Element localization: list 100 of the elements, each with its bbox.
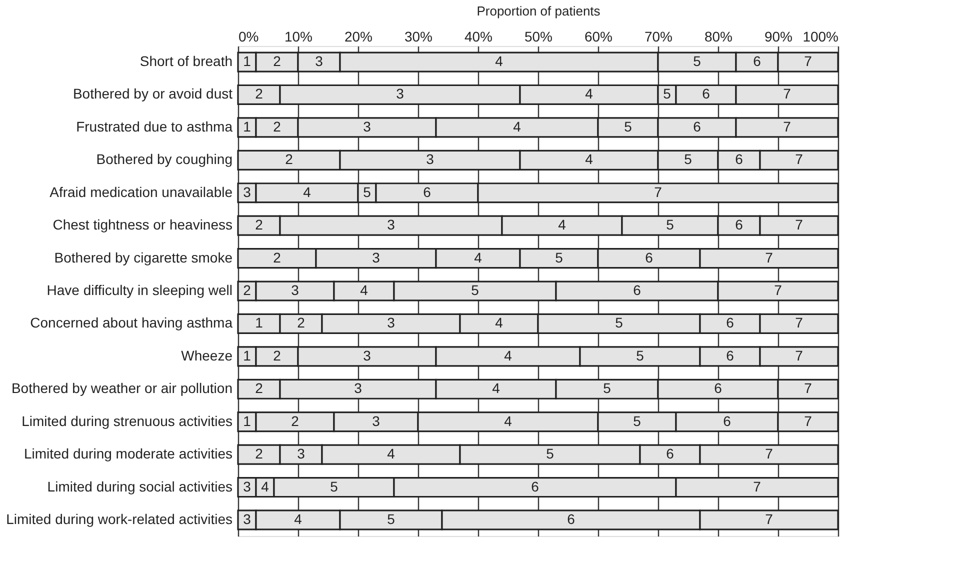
y-tick-label: Limited during moderate activities (24, 446, 232, 462)
text: 2 (285, 151, 293, 168)
y-tick-label: Have difficulty in sleeping well (46, 282, 232, 298)
text: 4 (387, 446, 395, 462)
y-tick-label: Bothered by cigarette smoke (54, 249, 233, 266)
text: 6 (645, 249, 653, 266)
x-tick-label: 70% (644, 28, 673, 44)
text: 6 (723, 412, 731, 429)
text: 4 (585, 86, 593, 102)
x-tick-label: 0% (238, 28, 259, 44)
text: 4 (303, 184, 311, 200)
y-tick-label: Afraid medication unavailable (50, 184, 233, 200)
text: 2 (255, 86, 263, 102)
y-tick-label: Bothered by weather or air pollution (11, 380, 232, 396)
text: 4 (495, 53, 503, 70)
text: 7 (804, 380, 812, 396)
text: 3 (243, 478, 251, 494)
series-label: 2 (297, 314, 306, 331)
text: 4 (474, 249, 482, 266)
text: 2 (273, 53, 281, 70)
text: 4 (504, 347, 512, 364)
text: 1 (243, 347, 251, 364)
text: 6 (423, 184, 431, 200)
text: 4 (513, 118, 521, 134)
text: 5 (387, 510, 395, 527)
series-label: 5 (615, 314, 624, 331)
series-label: 6 (726, 314, 734, 331)
text: 7 (774, 282, 782, 298)
text: 3 (363, 347, 371, 364)
text: 2 (255, 380, 263, 396)
text: 2 (255, 446, 263, 462)
text: 7 (765, 446, 773, 462)
text: 5 (555, 249, 563, 266)
y-tick-label: Chest tightness or heaviness (52, 216, 232, 233)
text: 2 (273, 118, 281, 134)
series-label: 1 (255, 314, 264, 331)
text: 2 (255, 216, 263, 233)
y-tick-label: Concerned about having asthma (30, 314, 233, 331)
y-tick-label: Limited during social activities (47, 478, 232, 494)
x-tick-label: 90% (764, 28, 793, 44)
text: 7 (765, 510, 773, 527)
text: 4 (261, 478, 269, 494)
text: 7 (804, 412, 812, 429)
text: 6 (633, 282, 641, 298)
text: 6 (735, 216, 743, 233)
y-tick-label: Wheeze (181, 347, 233, 364)
text: 7 (783, 118, 791, 134)
text: 7 (783, 86, 791, 102)
text: 4 (492, 380, 500, 396)
text: 3 (243, 184, 251, 200)
text: 6 (735, 151, 743, 168)
text: 4 (360, 282, 368, 298)
x-tick-label: 60% (584, 28, 613, 44)
text: 5 (663, 86, 671, 102)
text: 6 (726, 347, 734, 364)
text: 3 (315, 53, 323, 70)
text: 4 (558, 216, 566, 233)
text: 5 (546, 446, 554, 462)
text: 5 (636, 347, 644, 364)
series-label: 4 (495, 314, 504, 331)
text: 7 (765, 249, 773, 266)
text: 1 (243, 118, 251, 134)
x-tick-label: 40% (464, 28, 493, 44)
text: 6 (702, 86, 710, 102)
text: 5 (684, 151, 692, 168)
y-tick-label: Bothered by coughing (96, 151, 232, 168)
text: 2 (243, 282, 251, 298)
text: 4 (504, 412, 512, 429)
text: 2 (273, 347, 281, 364)
text: 6 (693, 118, 701, 134)
text: 7 (795, 151, 803, 168)
y-tick-label: Frustrated due to asthma (76, 118, 233, 134)
text: 3 (297, 446, 305, 462)
text: 3 (243, 510, 251, 527)
text: 5 (624, 118, 632, 134)
text: 2 (273, 249, 281, 266)
text: 4 (585, 151, 593, 168)
text: 7 (654, 184, 662, 200)
text: 5 (603, 380, 611, 396)
x-tick-label: 10% (284, 28, 313, 44)
y-tick-label: Bothered by or avoid dust (72, 86, 233, 102)
text: 6 (531, 478, 539, 494)
x-tick-label: 50% (524, 28, 553, 44)
text: 3 (426, 151, 434, 168)
y-tick-label: Limited during work-related activities (6, 510, 232, 527)
text: 3 (396, 86, 404, 102)
text: 3 (363, 118, 371, 134)
text: 5 (693, 53, 701, 70)
text: 2 (291, 412, 299, 429)
text: 5 (330, 478, 338, 494)
x-tick-label: 100% (802, 28, 838, 44)
text: 5 (666, 216, 674, 233)
text: 6 (567, 510, 575, 527)
text: 5 (471, 282, 479, 298)
y-tick-label: Short of breath (140, 53, 232, 70)
text: 6 (714, 380, 722, 396)
text: 3 (354, 380, 362, 396)
series-label: 7 (795, 314, 804, 331)
text: 3 (291, 282, 299, 298)
text: 5 (363, 184, 371, 200)
